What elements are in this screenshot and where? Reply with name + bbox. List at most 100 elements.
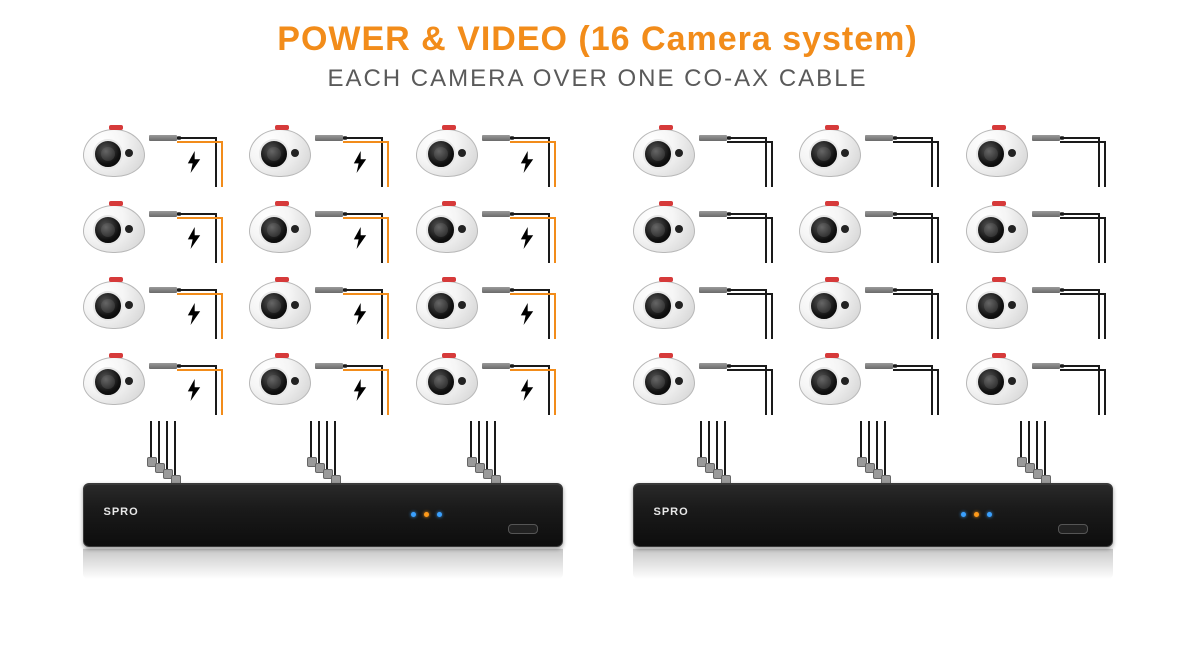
cable-icon xyxy=(863,113,953,185)
cable-icon xyxy=(147,113,237,185)
camera-cell xyxy=(249,113,396,185)
dome-camera-icon xyxy=(966,123,1028,175)
camera-cell xyxy=(966,265,1113,337)
cable-icon xyxy=(697,341,787,413)
cable-icon xyxy=(697,113,787,185)
lightning-bolt-icon xyxy=(518,227,536,249)
cable-icon xyxy=(863,189,953,261)
dvr-brand-label: SPRO xyxy=(654,506,689,518)
camera-cell xyxy=(416,189,563,261)
lightning-bolt-icon xyxy=(185,151,203,173)
dome-camera-icon xyxy=(799,199,861,251)
dome-camera-icon xyxy=(249,351,311,403)
camera-cell xyxy=(83,113,230,185)
camera-cell xyxy=(416,265,563,337)
dvr-unit: SPRO xyxy=(83,483,563,547)
camera-cell xyxy=(799,341,946,413)
page-subtitle: EACH CAMERA OVER ONE CO-AX CABLE xyxy=(0,65,1195,93)
cable-icon xyxy=(1030,189,1120,261)
camera-cell xyxy=(249,341,396,413)
cable-icon xyxy=(863,341,953,413)
camera-cell xyxy=(966,113,1113,185)
cable-icon xyxy=(1030,265,1120,337)
dome-camera-icon xyxy=(966,199,1028,251)
system-right: SPRO xyxy=(633,113,1113,581)
camera-cell xyxy=(633,189,780,261)
dome-camera-icon xyxy=(966,275,1028,327)
camera-cell xyxy=(799,113,946,185)
cable-icon xyxy=(147,189,237,261)
camera-cell xyxy=(249,189,396,261)
dome-camera-icon xyxy=(249,275,311,327)
lightning-bolt-icon xyxy=(185,227,203,249)
dome-camera-icon xyxy=(799,275,861,327)
camera-cell xyxy=(633,265,780,337)
cable-icon xyxy=(480,265,570,337)
lightning-bolt-icon xyxy=(518,303,536,325)
dome-camera-icon xyxy=(966,351,1028,403)
dome-camera-icon xyxy=(799,123,861,175)
camera-cell xyxy=(83,189,230,261)
dvr-led-row xyxy=(411,512,442,517)
dome-camera-icon xyxy=(416,199,478,251)
dome-camera-icon xyxy=(83,351,145,403)
dome-camera-icon xyxy=(633,351,695,403)
camera-cell xyxy=(249,265,396,337)
camera-cell xyxy=(633,113,780,185)
cable-icon xyxy=(147,265,237,337)
dome-camera-icon xyxy=(249,199,311,251)
camera-cell xyxy=(83,341,230,413)
cable-icon xyxy=(697,189,787,261)
system-left: SPRO xyxy=(83,113,563,581)
lightning-bolt-icon xyxy=(518,151,536,173)
cable-icon xyxy=(313,265,403,337)
lightning-bolt-icon xyxy=(351,227,369,249)
camera-grid xyxy=(633,113,1113,413)
camera-grid xyxy=(83,113,563,413)
camera-cell xyxy=(633,341,780,413)
cable-drops xyxy=(83,413,563,483)
cable-icon xyxy=(147,341,237,413)
cable-icon xyxy=(863,265,953,337)
dome-camera-icon xyxy=(416,351,478,403)
lightning-bolt-icon xyxy=(351,151,369,173)
cable-icon xyxy=(480,113,570,185)
dome-camera-icon xyxy=(83,199,145,251)
dome-camera-icon xyxy=(633,199,695,251)
cable-icon xyxy=(313,341,403,413)
cable-icon xyxy=(480,341,570,413)
dome-camera-icon xyxy=(83,275,145,327)
lightning-bolt-icon xyxy=(185,379,203,401)
camera-cell xyxy=(416,113,563,185)
cable-icon xyxy=(1030,113,1120,185)
systems-row: SPRO SPRO xyxy=(0,113,1195,581)
lightning-bolt-icon xyxy=(351,303,369,325)
camera-cell xyxy=(799,189,946,261)
lightning-bolt-icon xyxy=(185,303,203,325)
dvr-unit: SPRO xyxy=(633,483,1113,547)
dome-camera-icon xyxy=(633,275,695,327)
cable-icon xyxy=(313,113,403,185)
usb-port-icon xyxy=(1058,524,1088,534)
page-title: POWER & VIDEO (16 Camera system) xyxy=(0,20,1195,59)
camera-cell xyxy=(799,265,946,337)
dome-camera-icon xyxy=(83,123,145,175)
dome-camera-icon xyxy=(633,123,695,175)
dome-camera-icon xyxy=(249,123,311,175)
dome-camera-icon xyxy=(416,123,478,175)
dome-camera-icon xyxy=(799,351,861,403)
cable-icon xyxy=(697,265,787,337)
cable-icon xyxy=(313,189,403,261)
camera-cell xyxy=(416,341,563,413)
dvr-brand-label: SPRO xyxy=(104,506,139,518)
lightning-bolt-icon xyxy=(518,379,536,401)
cable-icon xyxy=(1030,341,1120,413)
camera-cell xyxy=(83,265,230,337)
usb-port-icon xyxy=(508,524,538,534)
dome-camera-icon xyxy=(416,275,478,327)
camera-cell xyxy=(966,341,1113,413)
dvr-led-row xyxy=(961,512,992,517)
cable-icon xyxy=(480,189,570,261)
lightning-bolt-icon xyxy=(351,379,369,401)
cable-drops xyxy=(633,413,1113,483)
